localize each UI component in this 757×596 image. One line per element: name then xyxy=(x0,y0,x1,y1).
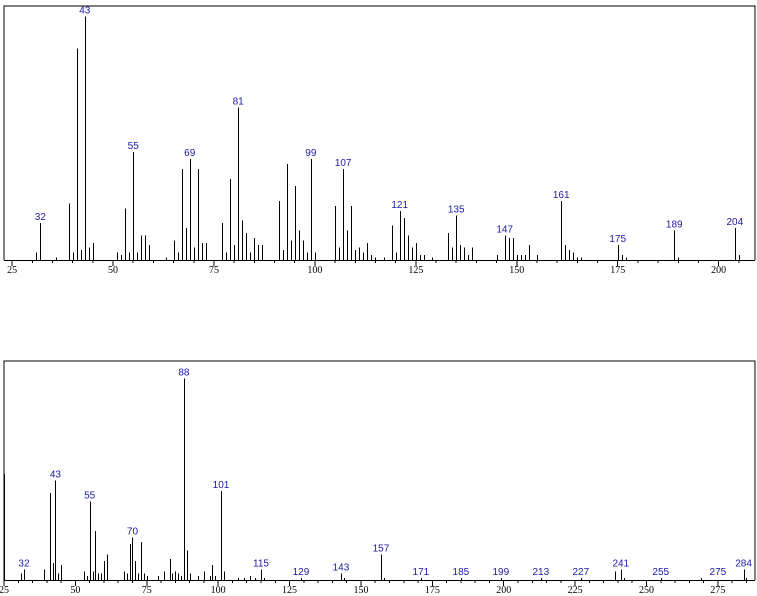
bottom-x-tick-label: 250 xyxy=(639,585,654,596)
bottom-peak-label: 227 xyxy=(572,567,589,578)
bottom-peak-label: 213 xyxy=(532,567,549,578)
top-peak-label: 121 xyxy=(391,200,408,211)
top-peak-label: 107 xyxy=(335,158,352,169)
top-x-tick-label: 175 xyxy=(610,265,625,276)
top-peak-label: 147 xyxy=(496,224,513,235)
top-x-tick-label: 200 xyxy=(711,265,726,276)
bottom-peak-label: 275 xyxy=(710,567,727,578)
top-peak-label: 81 xyxy=(233,96,245,107)
bottom-peak-label: 199 xyxy=(493,567,510,578)
bottom-x-tick-label: 175 xyxy=(425,585,440,596)
bottom-x-tick-label: 25 xyxy=(0,585,9,596)
top-peak-label: 175 xyxy=(609,234,626,245)
top-x-tick-label: 125 xyxy=(408,265,423,276)
top-x-tick-label: 25 xyxy=(7,265,17,276)
bottom-peak-label: 43 xyxy=(50,469,62,480)
bottom-peak-label: 241 xyxy=(612,558,629,569)
bottom-x-tick-label: 200 xyxy=(496,585,511,596)
top-x-tick-label: 100 xyxy=(307,265,322,276)
bottom-x-tick-label: 50 xyxy=(70,585,80,596)
bottom-peak-label: 70 xyxy=(127,527,139,538)
top-peak-label: 204 xyxy=(726,217,743,228)
bottom-peak-label: 88 xyxy=(178,368,190,379)
bottom-plot-frame xyxy=(3,360,756,580)
bottom-peak-label: 255 xyxy=(652,567,669,578)
bottom-peak-label: 101 xyxy=(213,480,230,491)
bottom-peak-label: 129 xyxy=(293,567,310,578)
top-peak-label: 55 xyxy=(128,141,140,152)
bottom-x-tick-label: 75 xyxy=(142,585,152,596)
bottom-peak-label: 171 xyxy=(413,567,430,578)
top-spectrum-chart: 25 50 75 100 125 150 175 200 32 43 55 69 81 99 107 121 1… xyxy=(3,5,756,276)
top-peak-label: 69 xyxy=(184,148,196,159)
bottom-peak-label: 55 xyxy=(84,491,96,502)
bottom-peak-label: 143 xyxy=(333,563,350,574)
bottom-x-tick-label: 225 xyxy=(568,585,583,596)
bottom-peak-label: 185 xyxy=(453,567,470,578)
bottom-peak-label: 157 xyxy=(373,544,390,555)
bottom-x-tick-label: 150 xyxy=(353,585,368,596)
top-peak-label: 161 xyxy=(553,190,570,201)
bottom-spectrum-chart: 25 50 75 100 125 150 175 200 225 250 275 32 43 55 70 88… xyxy=(0,360,756,596)
top-peak-label: 43 xyxy=(79,5,91,16)
top-peak-label: 32 xyxy=(35,212,47,223)
bottom-peak-label: 32 xyxy=(18,558,30,569)
top-peak-label: 189 xyxy=(666,219,683,230)
top-peak-label: 99 xyxy=(305,148,317,159)
top-x-tick-label: 50 xyxy=(108,265,118,276)
top-x-tick-label: 75 xyxy=(209,265,219,276)
bottom-peak-label: 284 xyxy=(735,558,752,569)
bottom-x-tick-label: 125 xyxy=(282,585,297,596)
top-x-tick-label: 150 xyxy=(509,265,524,276)
top-plot-frame xyxy=(3,5,756,260)
bottom-peak-label: 115 xyxy=(253,558,269,569)
top-peak-label: 135 xyxy=(448,205,465,216)
bottom-x-tick-label: 275 xyxy=(710,585,725,596)
bottom-x-tick-label: 100 xyxy=(211,585,226,596)
